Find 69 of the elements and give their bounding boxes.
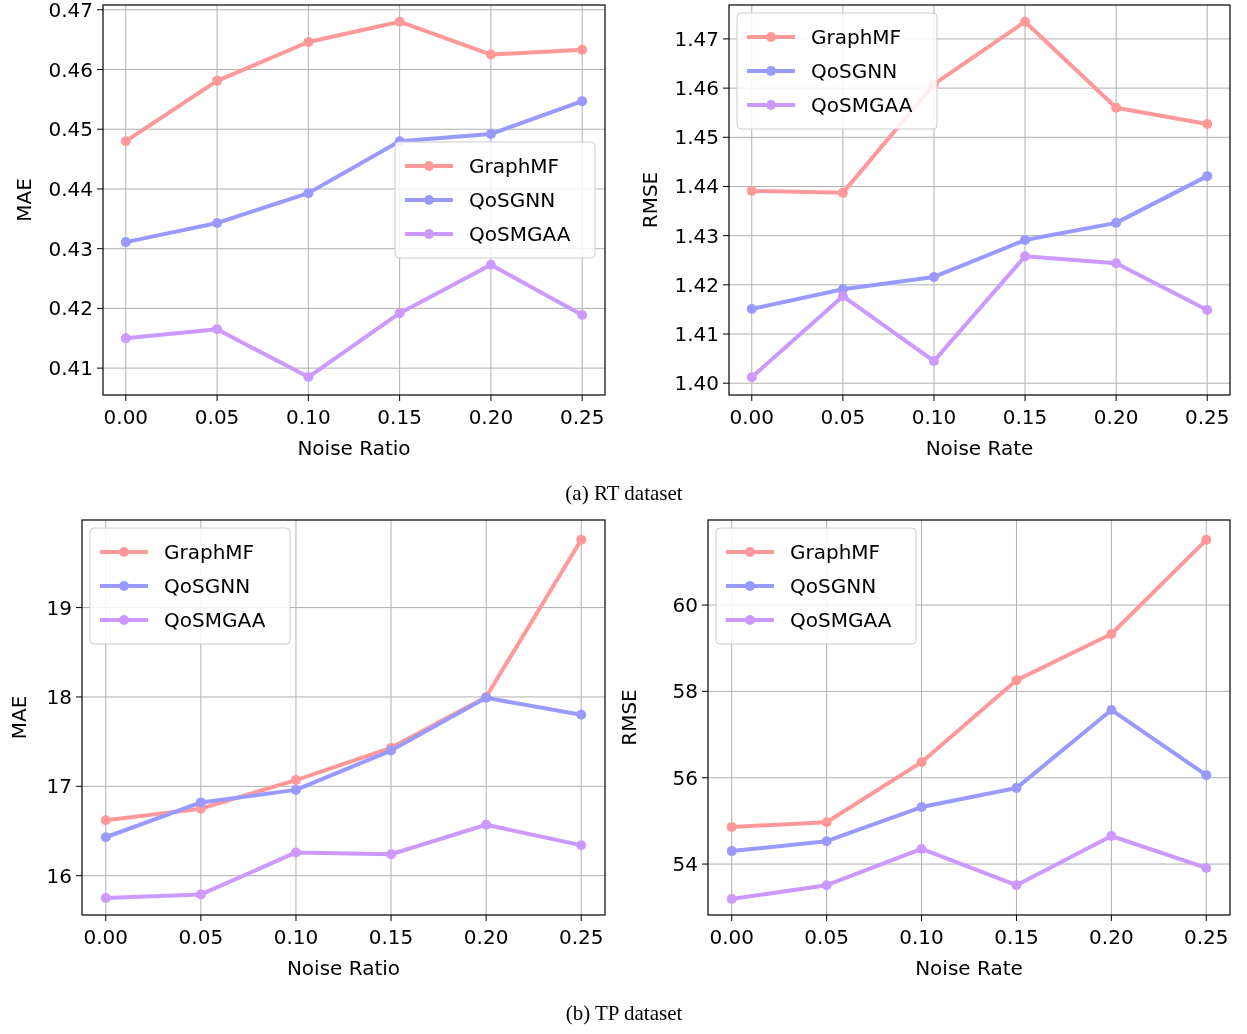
y-tick-label: 1.43 [674, 223, 719, 248]
legend-label: QoSGNN [790, 574, 877, 598]
x-tick-label: 0.25 [1184, 405, 1230, 429]
x-tick-label: 0.10 [911, 405, 957, 429]
x-tick-label: 0.25 [559, 405, 605, 429]
legend-label: QoSMGAA [811, 93, 913, 117]
y-axis-title: MAE [7, 695, 31, 740]
x-tick-label: 0.00 [83, 925, 129, 949]
x-tick-label: 0.15 [377, 405, 422, 429]
x-tick-label: 0.10 [273, 925, 319, 949]
x-tick-label: 0.20 [1093, 405, 1139, 429]
x-tick-label: 0.05 [178, 925, 224, 949]
y-tick-label: 60 [672, 593, 698, 618]
x-tick-label: 0.20 [1089, 925, 1134, 949]
y-tick-label: 17 [46, 774, 72, 799]
text: (a) RT dataset [565, 481, 683, 505]
y-tick-label: 56 [672, 765, 698, 790]
y-tick-label: 1.40 [674, 371, 719, 396]
y-tick-label: 1.44 [674, 174, 719, 199]
x-axis-title: Noise Ratio [297, 436, 411, 460]
y-tick-label: 1.45 [674, 125, 719, 150]
x-tick-label: 0.00 [709, 925, 754, 949]
x-tick-label: 0.00 [729, 405, 775, 429]
x-axis-title: Noise Rate [925, 436, 1034, 460]
legend-label: QoSGNN [811, 59, 898, 83]
y-tick-label: 18 [46, 684, 72, 709]
x-tick-label: 0.15 [1002, 405, 1048, 429]
y-tick-label: 0.41 [48, 356, 93, 381]
legend-label: GraphMF [164, 540, 255, 564]
y-tick-label: 0.45 [48, 117, 93, 142]
y-tick-label: 1.42 [674, 272, 719, 297]
x-tick-label: 0.00 [103, 405, 149, 429]
legend-label: QoSGNN [164, 574, 251, 598]
x-tick-label: 0.25 [1184, 925, 1229, 949]
x-axis-title: Noise Rate [915, 956, 1023, 980]
x-tick-label: 0.05 [194, 405, 240, 429]
x-tick-label: 0.05 [804, 925, 849, 949]
legend-label: QoSMGAA [469, 222, 571, 246]
legend-label: GraphMF [811, 25, 902, 49]
y-tick-label: 0.42 [48, 296, 93, 321]
x-tick-label: 0.10 [286, 405, 331, 429]
legend-label: GraphMF [469, 154, 560, 178]
y-axis-title: RMSE [638, 171, 662, 229]
x-tick-label: 0.05 [820, 405, 866, 429]
y-axis-title: RMSE [617, 689, 641, 746]
y-tick-label: 0.44 [48, 176, 93, 201]
legend-label: GraphMF [790, 540, 881, 564]
y-tick-label: 0.43 [48, 236, 93, 261]
x-tick-label: 0.15 [994, 925, 1039, 949]
x-tick-label: 0.20 [468, 405, 514, 429]
y-tick-label: 0.46 [48, 57, 93, 82]
x-tick-label: 0.15 [368, 925, 414, 949]
y-tick-label: 54 [672, 852, 698, 877]
y-tick-label: 0.47 [48, 0, 93, 22]
y-axis-title: MAE [12, 178, 36, 222]
legend-label: QoSMGAA [164, 608, 266, 632]
x-axis-title: Noise Ratio [286, 956, 401, 980]
legend-label: QoSMGAA [790, 608, 892, 632]
x-tick-label: 0.10 [899, 925, 944, 949]
y-tick-label: 16 [46, 863, 72, 888]
x-tick-label: 0.25 [558, 925, 604, 949]
x-tick-label: 0.20 [463, 925, 509, 949]
y-tick-label: 58 [672, 679, 698, 704]
text: (b) TP dataset [565, 1001, 683, 1025]
y-tick-label: 1.47 [674, 26, 719, 51]
y-tick-label: 1.41 [674, 322, 719, 347]
legend-label: QoSGNN [469, 188, 556, 212]
y-tick-label: 1.46 [674, 76, 719, 101]
y-tick-label: 19 [46, 595, 72, 620]
